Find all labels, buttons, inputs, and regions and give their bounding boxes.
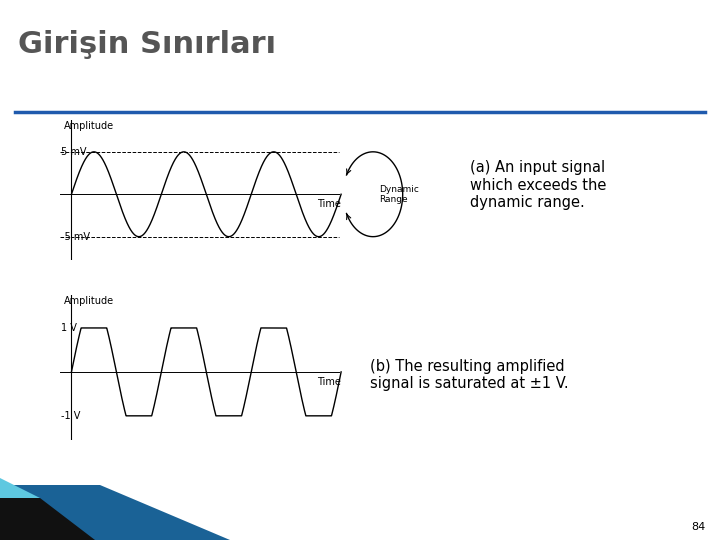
Text: Amplitude: Amplitude (64, 120, 114, 131)
Text: 1 V: 1 V (60, 323, 76, 333)
Text: Time: Time (318, 377, 341, 387)
Text: 5 mV: 5 mV (60, 147, 86, 157)
Text: Amplitude: Amplitude (64, 296, 114, 306)
Text: Girişin Sınırları: Girişin Sınırları (18, 30, 276, 59)
Text: Time: Time (318, 199, 341, 210)
Text: (a) An input signal
which exceeds the
dynamic range.: (a) An input signal which exceeds the dy… (470, 160, 606, 210)
Text: -5 mV: -5 mV (60, 232, 90, 242)
Text: Dynamic
Range: Dynamic Range (379, 185, 419, 204)
Text: 84: 84 (690, 522, 705, 532)
Text: -1 V: -1 V (60, 411, 80, 421)
Polygon shape (0, 498, 95, 540)
Polygon shape (0, 485, 230, 540)
Polygon shape (0, 478, 40, 498)
Text: (b) The resulting amplified
signal is saturated at ±1 V.: (b) The resulting amplified signal is sa… (370, 359, 569, 391)
